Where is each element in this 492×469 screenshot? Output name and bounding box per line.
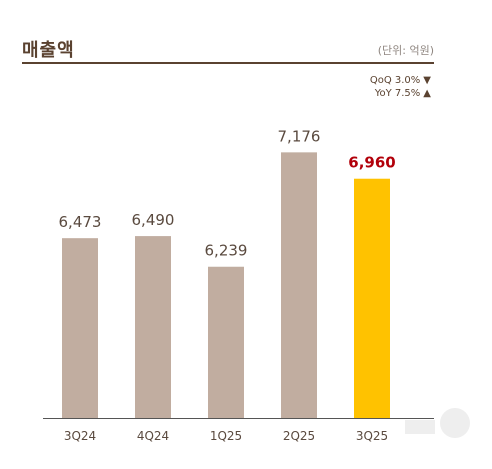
bar-3Q25 bbox=[354, 178, 390, 418]
x-tick-label-2Q25: 2Q25 bbox=[283, 429, 315, 443]
value-label-2Q25: 7,176 bbox=[278, 127, 321, 145]
value-label-3Q25: 6,960 bbox=[348, 154, 395, 172]
chart-title: 매출액 bbox=[22, 40, 75, 61]
x-tick-label-3Q24: 3Q24 bbox=[64, 429, 96, 443]
unit-label: (단위: 억원) bbox=[377, 44, 434, 57]
x-tick-label-1Q25: 1Q25 bbox=[210, 429, 242, 443]
value-label-3Q24: 6,473 bbox=[59, 213, 102, 231]
value-label-1Q25: 6,239 bbox=[205, 242, 248, 260]
x-tick-label-4Q24: 4Q24 bbox=[137, 429, 169, 443]
qoq-label: QoQ 3.0% bbox=[369, 75, 421, 86]
header-rule bbox=[22, 62, 434, 64]
yoy-change: YoY 7.5% ▲ bbox=[375, 88, 431, 99]
bar-2Q25 bbox=[281, 152, 317, 418]
value-label-4Q24: 6,490 bbox=[132, 211, 175, 229]
yoy-label: YoY 7.5% bbox=[374, 88, 421, 99]
triangle-up-icon: ▲ bbox=[423, 88, 431, 99]
bar-4Q24 bbox=[135, 236, 171, 418]
qoq-change: QoQ 3.0% ▼ bbox=[370, 75, 431, 86]
bar-3Q24 bbox=[62, 238, 98, 418]
bar-1Q25 bbox=[208, 266, 244, 418]
x-tick-label-3Q25: 3Q25 bbox=[356, 429, 388, 443]
triangle-down-icon: ▼ bbox=[423, 75, 431, 86]
